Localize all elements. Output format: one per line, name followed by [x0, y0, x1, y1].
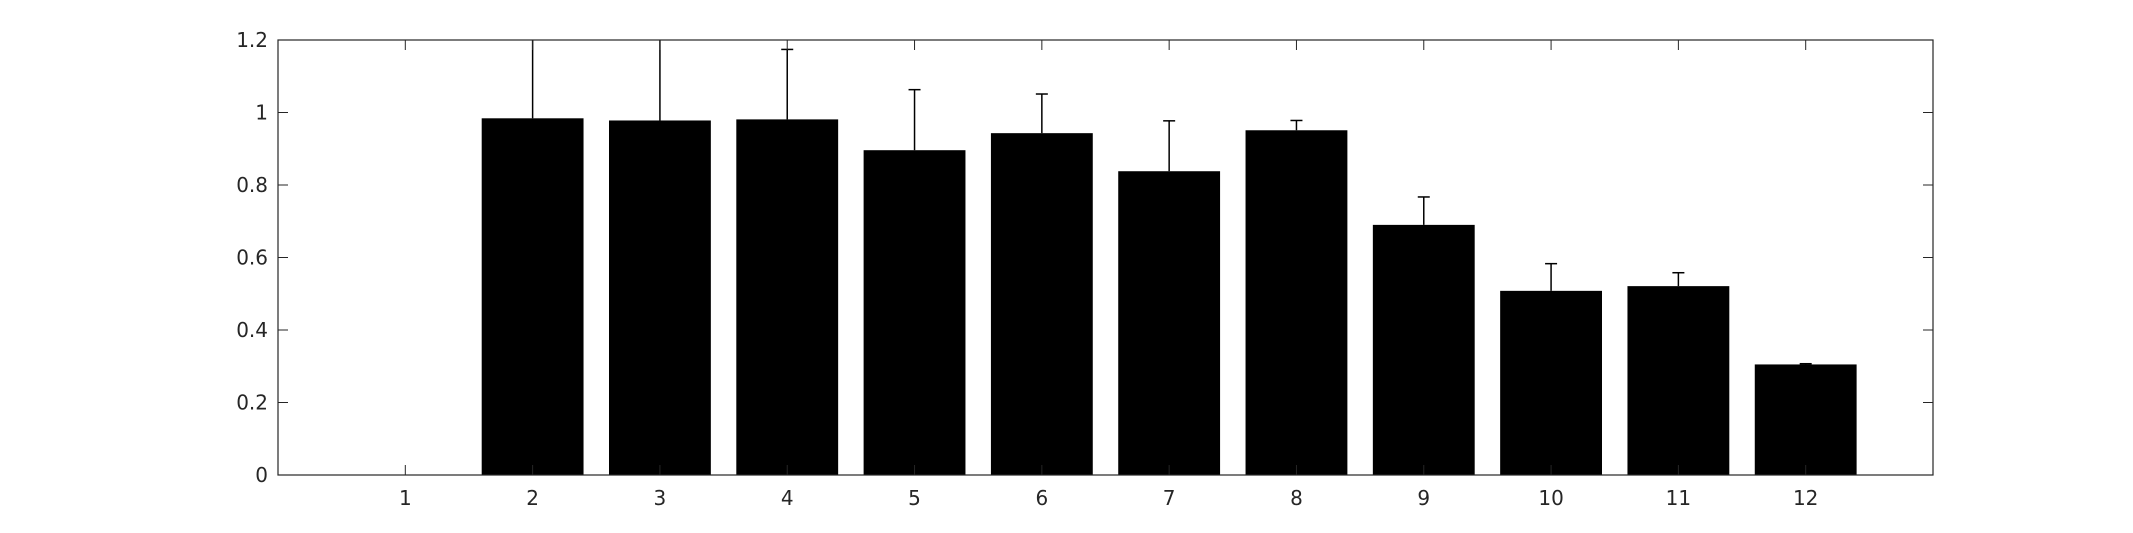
y-tick-label-0: 0: [255, 463, 268, 487]
bar-6: [990, 133, 1093, 475]
y-tick-label-4: 0.8: [236, 173, 268, 197]
bar-4: [736, 119, 839, 475]
x-tick-label-5: 5: [908, 486, 921, 510]
bar-3: [609, 120, 711, 475]
bar-9: [1372, 224, 1475, 475]
x-tick-label-9: 9: [1417, 486, 1430, 510]
x-tick-label-8: 8: [1290, 486, 1303, 510]
bar-2: [481, 118, 584, 476]
x-tick-label-6: 6: [1035, 486, 1048, 510]
x-tick-label-7: 7: [1163, 486, 1176, 510]
bar-5: [863, 150, 966, 475]
bar-7: [1118, 171, 1221, 475]
x-tick-label-4: 4: [781, 486, 794, 510]
y-tick-label-3: 0.6: [236, 246, 268, 270]
y-tick-label-2: 0.4: [236, 318, 268, 342]
x-tick-label-3: 3: [654, 486, 667, 510]
ticks-group: [278, 39, 1933, 476]
bar-8: [1245, 130, 1348, 475]
x-tick-label-11: 11: [1666, 486, 1691, 510]
x-tick-label-2: 2: [526, 486, 539, 510]
y-tick-label-1: 0.2: [236, 391, 268, 415]
bars-group: [481, 118, 1857, 476]
y-tick-label-5: 1: [255, 101, 268, 125]
bar-10: [1500, 290, 1602, 475]
bar-12: [1754, 364, 1857, 475]
bar-11: [1627, 286, 1730, 475]
error-bars-group: [531, 40, 1812, 365]
y-tick-label-6: 1.2: [236, 28, 268, 52]
x-tick-label-10: 10: [1538, 486, 1563, 510]
x-tick-label-12: 12: [1793, 486, 1818, 510]
x-tick-label-1: 1: [399, 486, 412, 510]
